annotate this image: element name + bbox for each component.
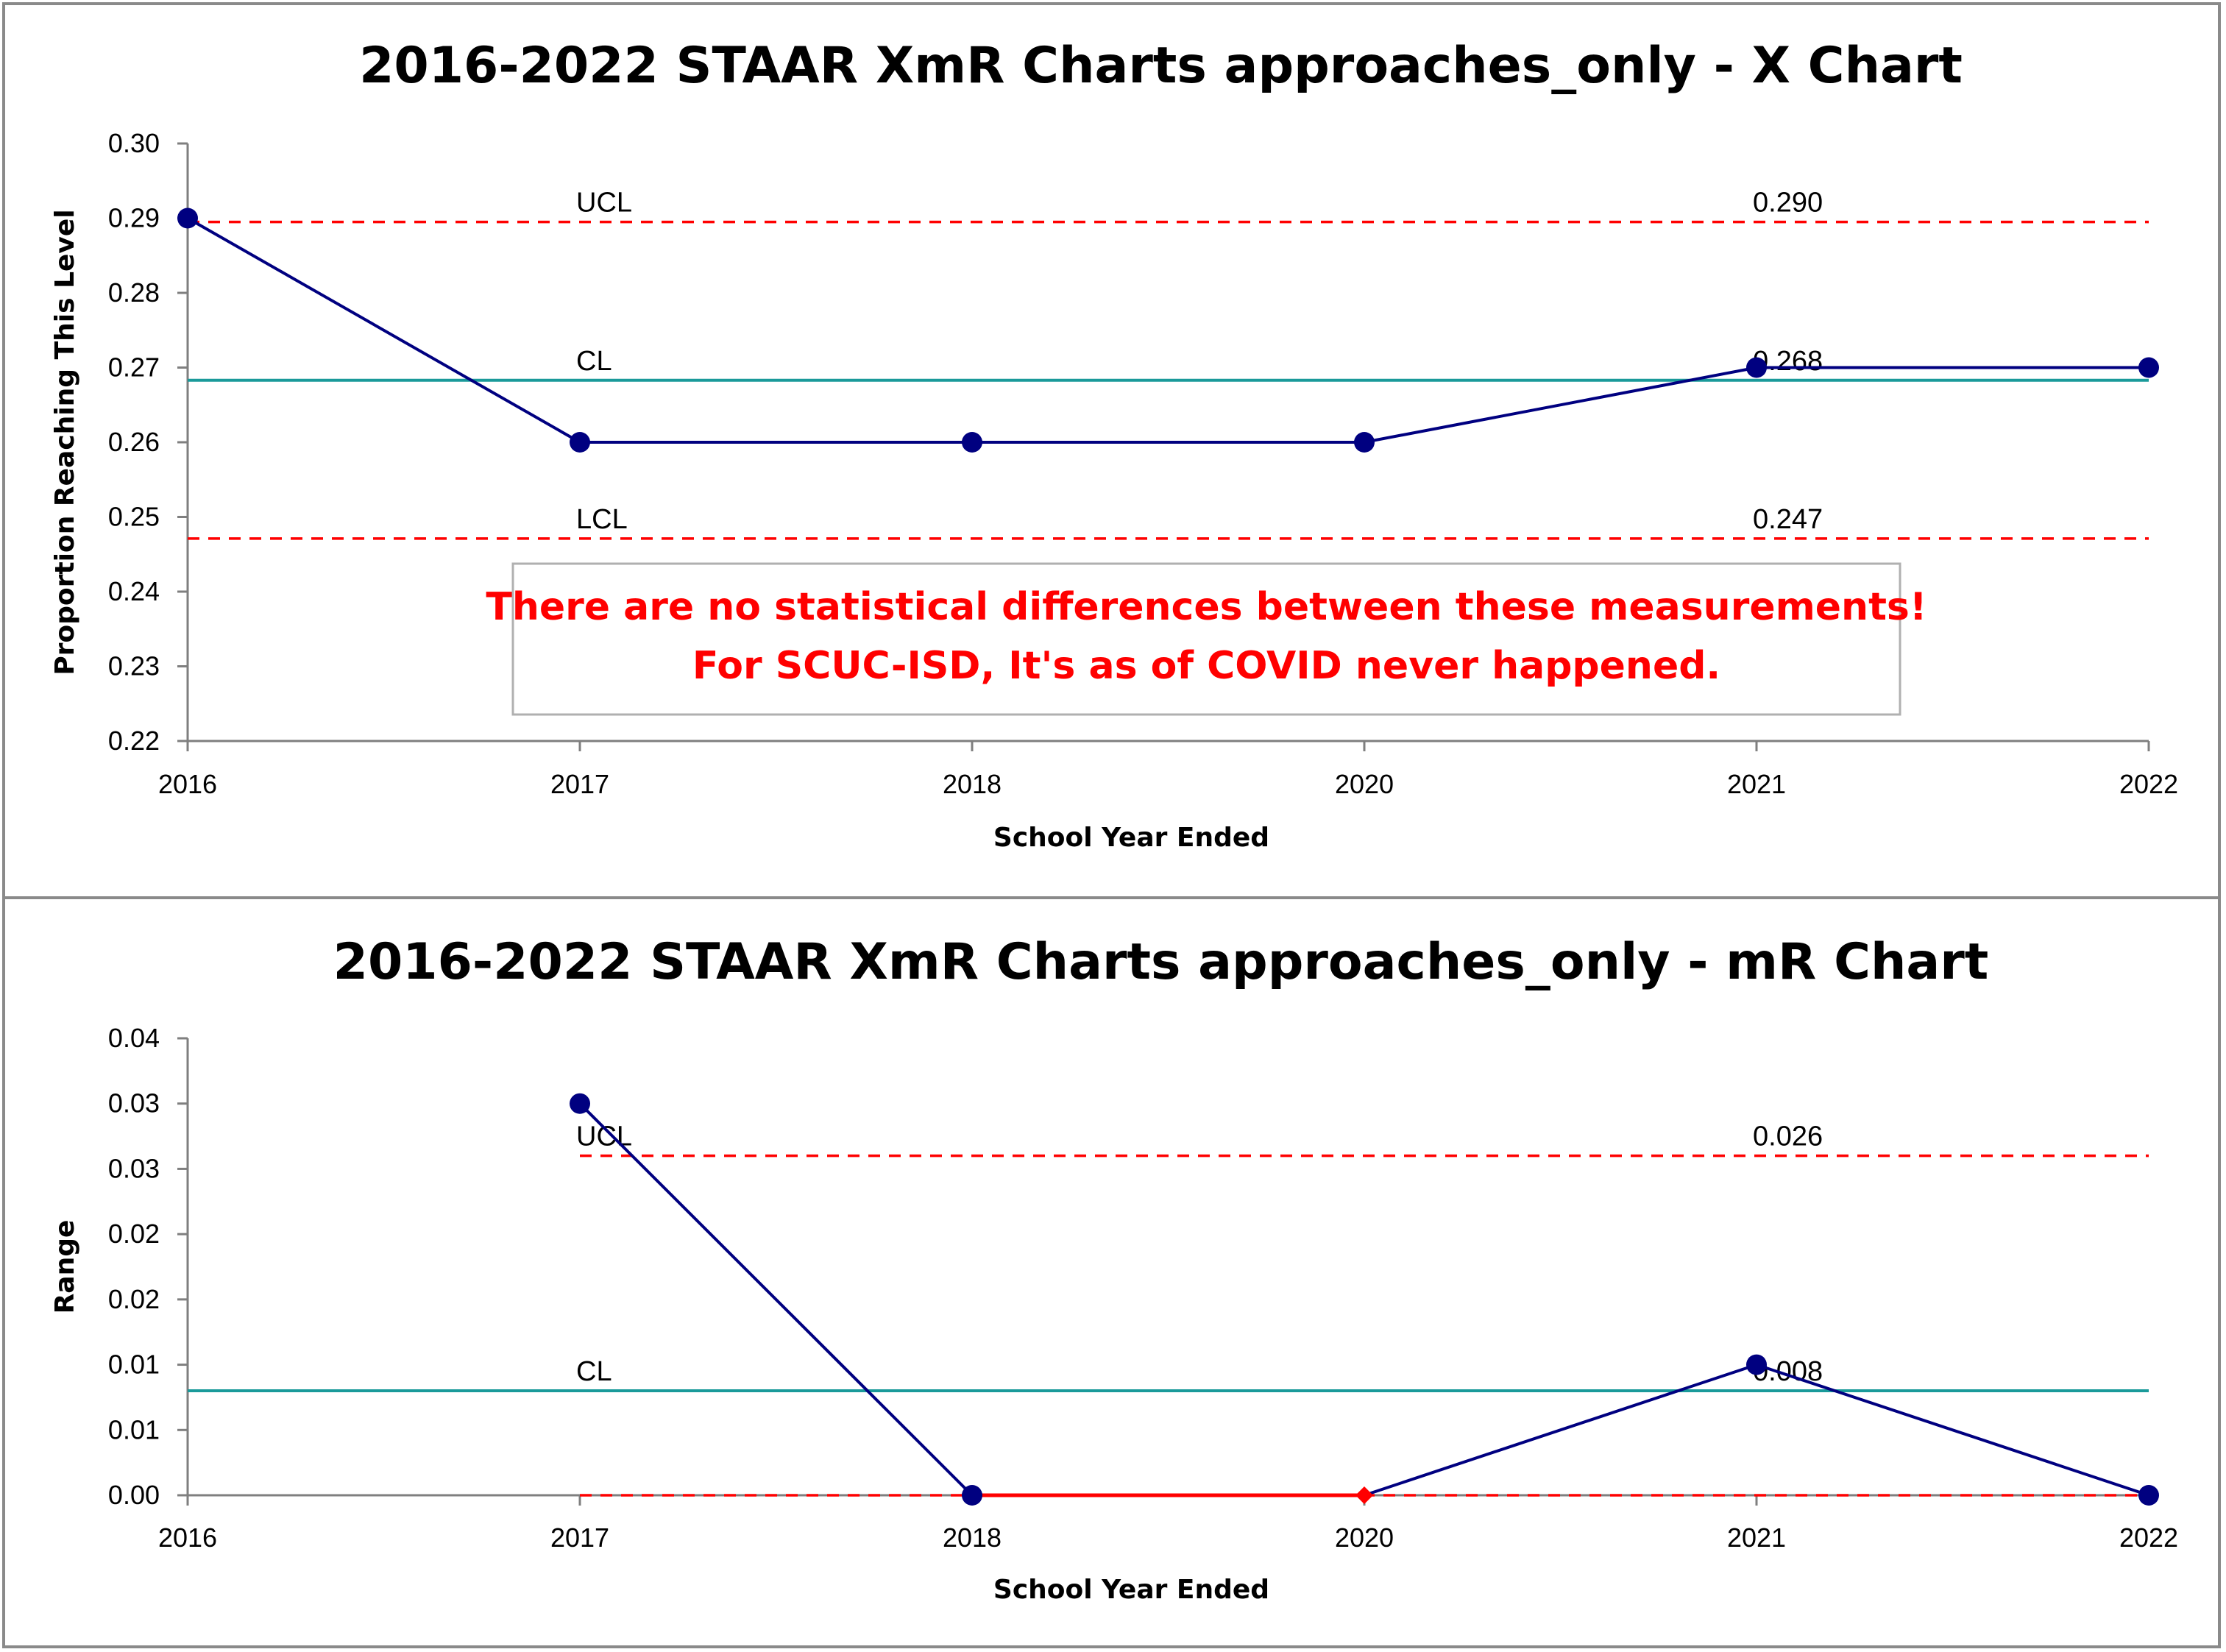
x-tick-label: 2017 bbox=[550, 1522, 609, 1553]
y-tick-label: 0.03 bbox=[108, 1088, 160, 1119]
annotation-line: There are no statistical differences bet… bbox=[486, 585, 1927, 629]
series-line bbox=[187, 216, 2149, 444]
y-tick-label: 0.27 bbox=[108, 352, 160, 383]
limit-name-ucl: UCL bbox=[576, 188, 632, 219]
y-tick-label: 0.23 bbox=[108, 651, 160, 681]
y-tick-label: 0.01 bbox=[108, 1350, 160, 1380]
data-point bbox=[962, 1485, 982, 1506]
x-axis-title: School Year Ended bbox=[993, 1575, 1269, 1605]
x-tick-label: 2018 bbox=[943, 1522, 1002, 1553]
limit-value-ucl: 0.290 bbox=[1753, 188, 1823, 219]
y-tick-label: 0.02 bbox=[108, 1284, 160, 1314]
limit-value-ucl: 0.026 bbox=[1753, 1121, 1823, 1152]
data-point bbox=[1354, 432, 1375, 453]
y-tick-label: 0.30 bbox=[108, 128, 160, 158]
limit-name-lcl: LCL bbox=[576, 504, 628, 535]
x-tick-label: 2017 bbox=[550, 769, 609, 799]
y-tick-label: 0.22 bbox=[108, 726, 160, 756]
data-point bbox=[1746, 1354, 1767, 1375]
y-tick-label: 0.25 bbox=[108, 502, 160, 532]
x-axis-title: School Year Ended bbox=[993, 823, 1269, 853]
chart-title: 2016-2022 STAAR XmR Charts approaches_on… bbox=[333, 933, 1989, 991]
x-chart-panel bbox=[2, 2, 2221, 899]
data-point bbox=[1746, 357, 1767, 378]
y-tick-label: 0.04 bbox=[108, 1023, 160, 1053]
y-tick-label: 0.26 bbox=[108, 427, 160, 457]
data-point bbox=[570, 432, 590, 453]
mr-chart-panel bbox=[2, 896, 2221, 1648]
x-tick-label: 2022 bbox=[2119, 769, 2178, 799]
y-tick-label: 0.01 bbox=[108, 1414, 160, 1444]
x-tick-label: 2020 bbox=[1335, 1522, 1394, 1553]
x-tick-label: 2020 bbox=[1335, 769, 1394, 799]
x-tick-label: 2022 bbox=[2119, 1522, 2178, 1553]
y-axis-title: Proportion Reaching This Level bbox=[50, 209, 80, 675]
limit-value-lcl: 0.247 bbox=[1753, 504, 1823, 535]
y-tick-label: 0.24 bbox=[108, 576, 160, 606]
data-point bbox=[570, 1093, 590, 1114]
y-tick-label: 0.29 bbox=[108, 203, 160, 233]
data-point bbox=[177, 208, 198, 229]
annotation-line: For SCUC-ISD, It's as of COVID never hap… bbox=[692, 644, 1720, 688]
x-tick-label: 2021 bbox=[1727, 769, 1786, 799]
x-tick-label: 2021 bbox=[1727, 1522, 1786, 1553]
x-tick-label: 2018 bbox=[943, 769, 1002, 799]
series-line bbox=[578, 1102, 2149, 1497]
y-tick-label: 0.02 bbox=[108, 1219, 160, 1249]
y-tick-label: 0.28 bbox=[108, 277, 160, 308]
data-point bbox=[962, 432, 982, 453]
limit-name-cl: CL bbox=[576, 1356, 612, 1387]
annotation-box bbox=[511, 562, 1901, 716]
y-axis-title: Range bbox=[50, 1220, 80, 1314]
y-tick-label: 0.00 bbox=[108, 1480, 160, 1510]
data-point bbox=[2138, 1485, 2159, 1506]
limit-name-cl: CL bbox=[576, 346, 612, 377]
x-tick-label: 2016 bbox=[158, 769, 217, 799]
data-point-highlight bbox=[1355, 1486, 1373, 1504]
data-point bbox=[2138, 357, 2159, 378]
y-tick-label: 0.03 bbox=[108, 1153, 160, 1183]
chart-title: 2016-2022 STAAR XmR Charts approaches_on… bbox=[359, 37, 1963, 95]
x-tick-label: 2016 bbox=[158, 1522, 217, 1553]
